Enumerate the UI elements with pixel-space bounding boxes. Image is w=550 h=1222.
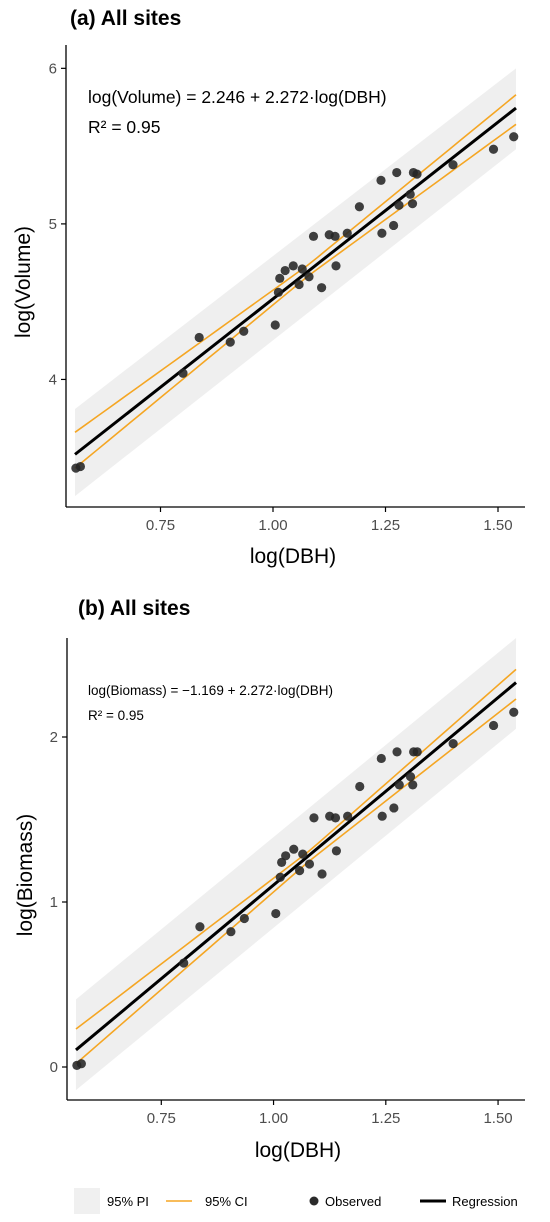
data-point (331, 846, 342, 856)
data-point (194, 332, 204, 343)
data-point (75, 461, 85, 472)
data-point (377, 811, 387, 821)
data-point (275, 273, 285, 283)
data-point (392, 167, 402, 178)
data-point (405, 772, 416, 782)
panel-a-title: (a) All sites (70, 7, 181, 30)
panel-a-x-axis-title: log(DBH) (250, 545, 336, 568)
data-point (330, 231, 340, 241)
data-point (281, 851, 291, 861)
legend-observed-label: Observed (325, 1194, 381, 1209)
data-point (354, 202, 364, 212)
data-point (389, 803, 399, 813)
data-point (355, 781, 365, 792)
legend: 95% PI 95% CI Observed Regression (74, 1188, 518, 1214)
data-point (239, 326, 249, 336)
data-point (271, 908, 281, 919)
panel-b-equation: log(Biomass) = −1.169 + 2.272·log(DBH) (88, 683, 333, 698)
data-point (407, 199, 418, 209)
data-point (412, 747, 422, 757)
data-point (392, 747, 402, 757)
data-point (343, 811, 353, 821)
data-point (488, 720, 499, 731)
data-point (331, 261, 341, 271)
panel-b: (b) All sites 0.75 1.00 1.25 1.50 0 1 2 log(Bi… (14, 597, 525, 1162)
y-tick-label: 2 (50, 729, 58, 746)
panel-a-y-axis-title: log(Volume) (12, 226, 35, 338)
legend-observed-swatch (309, 1196, 319, 1206)
x-tick-label: 1.50 (483, 1110, 512, 1127)
data-point (308, 231, 319, 241)
data-point (289, 844, 299, 854)
data-point (298, 849, 308, 859)
data-point (226, 927, 236, 937)
data-point (488, 144, 499, 154)
legend-pi-swatch (74, 1188, 100, 1214)
data-point (239, 913, 249, 924)
x-tick-label: 1.00 (259, 1110, 288, 1127)
y-tick-label: 1 (50, 894, 58, 911)
data-point (405, 189, 415, 199)
data-point (275, 872, 285, 882)
data-point (408, 780, 418, 790)
data-point (330, 813, 341, 823)
data-point (509, 132, 519, 142)
data-point (277, 857, 287, 868)
ci-upper-line (75, 668, 517, 1030)
panel-b-r-squared: R² = 0.95 (88, 708, 144, 723)
legend-pi-label: 95% PI (107, 1194, 149, 1209)
y-tick-label: 0 (50, 1059, 58, 1076)
data-point (448, 739, 458, 749)
data-point (376, 753, 386, 764)
data-point (317, 869, 327, 879)
ci-upper-line (74, 94, 517, 433)
data-point (412, 169, 422, 179)
panel-b-title: (b) All sites (78, 597, 190, 620)
data-point (394, 200, 404, 210)
data-point (280, 265, 290, 276)
data-point (377, 228, 387, 238)
data-point (294, 279, 304, 290)
legend-regression-label: Regression (452, 1194, 518, 1209)
data-point (509, 707, 519, 717)
x-tick-label: 1.25 (371, 517, 400, 534)
data-point (225, 337, 235, 347)
regression-line (74, 106, 517, 456)
x-tick-label: 0.75 (146, 517, 175, 534)
data-point (178, 368, 188, 378)
data-point (317, 283, 327, 293)
data-point (294, 866, 305, 876)
x-tick-label: 0.75 (147, 1110, 176, 1127)
data-point (270, 320, 280, 330)
x-tick-label: 1.25 (371, 1110, 400, 1127)
data-point (273, 287, 283, 297)
data-point (195, 922, 205, 932)
data-point (297, 264, 307, 274)
legend-ci-label: 95% CI (205, 1194, 248, 1209)
data-point (179, 958, 189, 968)
y-tick-label: 4 (49, 371, 57, 388)
data-point (288, 261, 298, 271)
data-point (342, 228, 352, 238)
regression-line (75, 681, 517, 1052)
data-point (448, 160, 458, 170)
data-point (304, 859, 315, 869)
x-tick-label: 1.00 (258, 517, 287, 534)
y-tick-label: 5 (49, 216, 57, 233)
panel-a-equation: log(Volume) = 2.246 + 2.272·log(DBH) (88, 87, 387, 107)
panel-a: (a) All sites 0.75 1.00 1.25 1.50 4 5 6 log(Vo… (12, 7, 525, 568)
panel-b-y-axis-title: log(Biomass) (14, 814, 37, 937)
panel-b-x-axis-title: log(DBH) (255, 1139, 341, 1162)
data-point (304, 272, 314, 282)
data-point (376, 175, 386, 185)
data-point (389, 220, 399, 231)
pi-band (75, 638, 517, 1091)
y-tick-label: 6 (49, 60, 57, 77)
data-point (394, 780, 404, 790)
panel-a-r-squared: R² = 0.95 (88, 117, 160, 137)
data-point (309, 813, 319, 823)
x-tick-label: 1.50 (483, 517, 512, 534)
data-point (76, 1059, 86, 1069)
